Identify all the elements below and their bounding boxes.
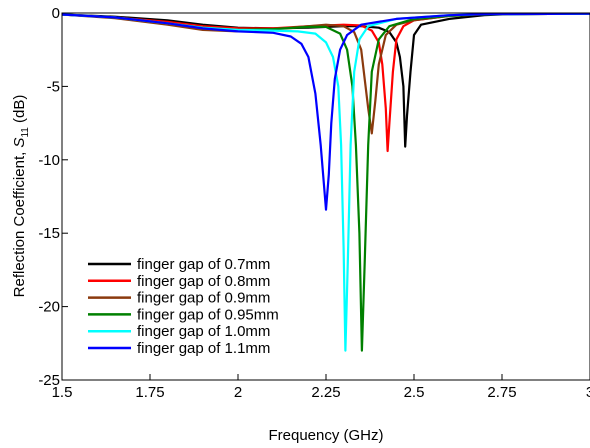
legend-label: finger gap of 0.9mm: [137, 290, 270, 307]
x-tick-label: 2.5: [404, 384, 425, 401]
x-tick-label: 2.75: [487, 384, 516, 401]
series-line-2: [62, 13, 590, 135]
x-tick-label: 2.25: [311, 384, 340, 401]
legend-label: finger gap of 1.1mm: [137, 340, 270, 357]
y-axis-title-symbol: S: [11, 138, 28, 148]
tick-layer: [61, 12, 590, 381]
x-tick-label: 2: [234, 384, 242, 401]
series-layer: [62, 13, 590, 352]
legend-label: finger gap of 0.8mm: [137, 273, 270, 290]
x-tick-label: 1.5: [52, 384, 73, 401]
x-tick-label: 1.75: [135, 384, 164, 401]
legend-label: finger gap of 1.0mm: [137, 323, 270, 340]
y-tick-label: 0: [52, 5, 60, 22]
series-line-0: [62, 13, 590, 148]
series-line-5: [62, 13, 590, 211]
y-tick-label: -15: [38, 225, 60, 242]
y-tick-label: -20: [38, 299, 60, 316]
y-tick-label: -25: [38, 372, 60, 389]
x-tick-label: 3: [586, 384, 590, 401]
legend-label: finger gap of 0.95mm: [137, 306, 279, 323]
y-tick-label: -10: [38, 152, 60, 169]
y-axis-title-subscript: 11: [20, 127, 31, 138]
y-axis-title: Reflection Coefficient, S11 (dB): [11, 95, 31, 298]
tick-label-layer: 1.5 1.75 2 2.25 2.5 2.75 3 0 -5 -10 -15 -20 -25: [38, 5, 590, 401]
x-axis-title: Frequency (GHz): [268, 427, 383, 444]
series-line-4: [62, 13, 590, 352]
series-line-1: [62, 13, 590, 153]
y-axis-title-prefix: Reflection Coefficient,: [11, 148, 28, 298]
legend-label: finger gap of 0.7mm: [137, 256, 270, 273]
y-axis-title-suffix: (dB): [11, 95, 28, 128]
y-tick-label: -5: [47, 78, 60, 95]
